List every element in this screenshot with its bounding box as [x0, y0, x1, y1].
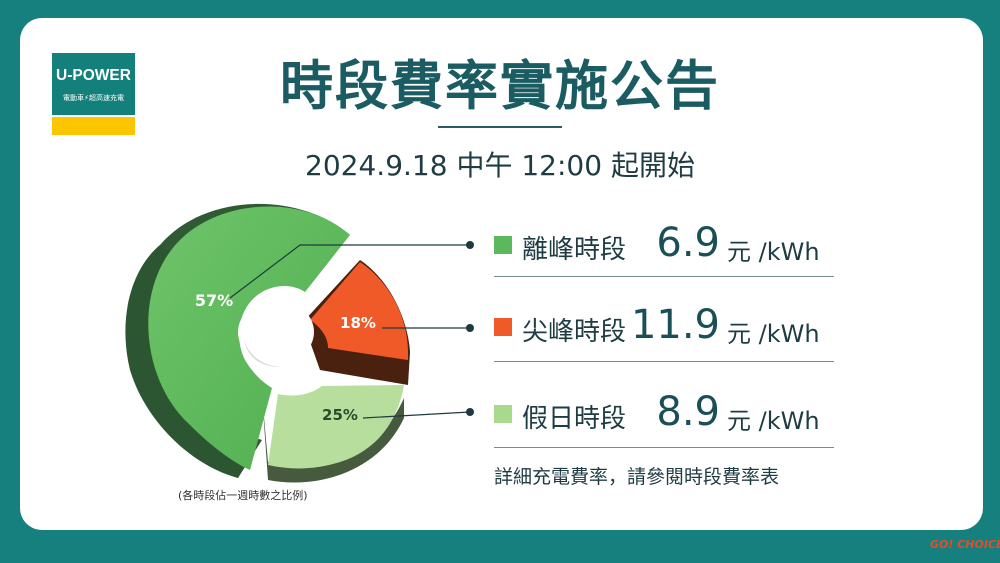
logo-tagline: 電動車⚡超高速充電	[63, 94, 124, 102]
donut-hole	[238, 300, 314, 364]
peak-price: 11.9	[630, 302, 720, 348]
offpeak-price: 6.9	[656, 220, 720, 266]
rate-table-note: 詳細充電費率，請參閱時段費率表	[494, 466, 780, 488]
peak-slice	[310, 262, 408, 360]
offpeak-unit: 元 /kWh	[727, 238, 820, 266]
holiday-divider	[494, 447, 834, 448]
peak-unit: 元 /kWh	[727, 320, 820, 348]
holiday-slice	[268, 385, 404, 469]
offpeak-label: 離峰時段	[522, 235, 627, 265]
holiday-leader-dot	[466, 408, 474, 416]
logo-name: U-POWER	[56, 67, 131, 84]
holiday-percent-label: 25%	[322, 406, 358, 424]
peak-percent-label: 18%	[340, 314, 376, 332]
holiday-price: 8.9	[656, 389, 720, 435]
holiday-unit: 元 /kWh	[727, 407, 820, 435]
peak-label: 尖峰時段	[522, 317, 627, 347]
offpeak-slice-side	[125, 245, 250, 478]
peak-divider	[494, 361, 834, 362]
offpeak-leader-dot	[466, 241, 474, 249]
holiday-leader-line	[362, 411, 471, 419]
offpeak-slice	[148, 206, 350, 470]
holiday-label: 假日時段	[522, 404, 627, 434]
offpeak-percent-label: 57%	[195, 291, 233, 310]
chart-note: (各時段佔一週時數之比例)	[178, 489, 308, 502]
page-title: 時段費率實施公告	[280, 56, 720, 117]
title-divider	[438, 126, 562, 128]
peak-leader-dot	[466, 324, 474, 332]
watermark: GO! CHOICE	[930, 538, 1000, 551]
offpeak-divider	[494, 276, 834, 277]
offpeak-leader-line	[229, 244, 470, 299]
offpeak-swatch	[494, 236, 512, 254]
holiday-swatch	[494, 405, 512, 423]
peak-swatch	[494, 318, 512, 336]
u-power-logo: U-POWER 電動車⚡超高速充電	[52, 53, 135, 135]
logo-top-panel: U-POWER 電動車⚡超高速充電	[52, 53, 135, 115]
effective-date: 2024.9.18 中午 12:00 起開始	[305, 149, 695, 182]
logo-yellow-bar	[52, 117, 135, 135]
